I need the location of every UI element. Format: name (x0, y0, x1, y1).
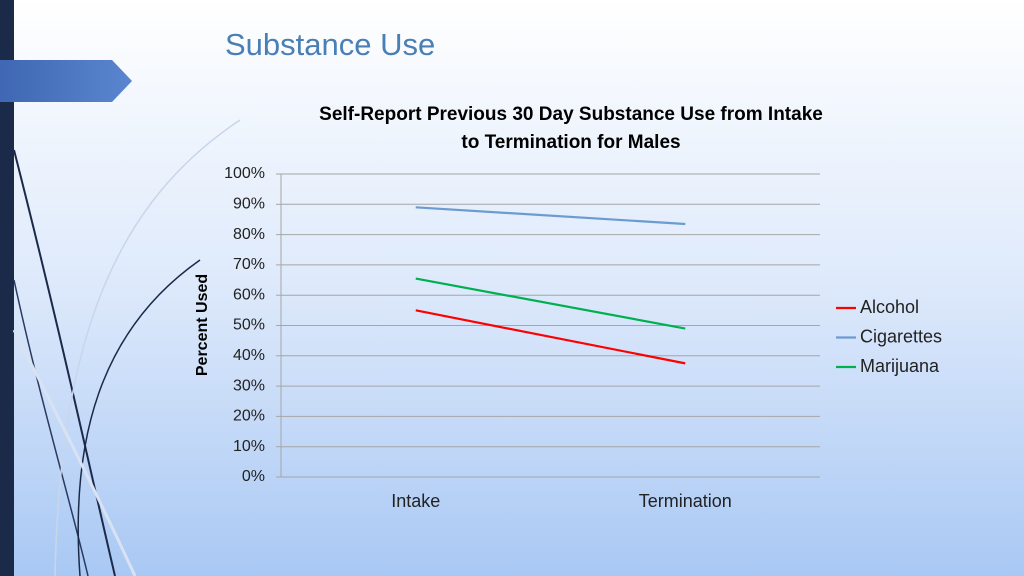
series-line (415, 309, 686, 365)
y-tick-label: 90% (233, 196, 265, 213)
y-axis-label: Percent Used (194, 274, 211, 376)
series-line (415, 277, 686, 330)
decorative-curves (12, 119, 241, 576)
y-tick-label: 30% (233, 377, 265, 394)
chart-title: to Termination for Males (461, 132, 680, 153)
left-strip (0, 0, 14, 576)
legend-label: Marijuana (860, 356, 940, 376)
y-tick-label: 60% (233, 286, 265, 303)
legend-label: Cigarettes (860, 326, 942, 346)
legend-label: Alcohol (860, 297, 919, 317)
y-tick-label: 50% (233, 317, 265, 334)
x-tick-label: Termination (639, 491, 732, 511)
y-tick-label: 100% (224, 165, 265, 182)
y-tick-label: 70% (233, 256, 265, 273)
series-line (415, 206, 686, 226)
title-arrow (0, 60, 132, 102)
y-tick-label: 80% (233, 226, 265, 243)
y-tick-label: 20% (233, 408, 265, 425)
x-tick-label: Intake (391, 491, 440, 511)
y-tick-label: 10% (233, 438, 265, 455)
y-tick-label: 0% (242, 468, 265, 485)
slide-title: Substance Use (225, 27, 435, 62)
y-tick-label: 40% (233, 347, 265, 364)
chart-title: Self-Report Previous 30 Day Substance Us… (319, 104, 823, 125)
